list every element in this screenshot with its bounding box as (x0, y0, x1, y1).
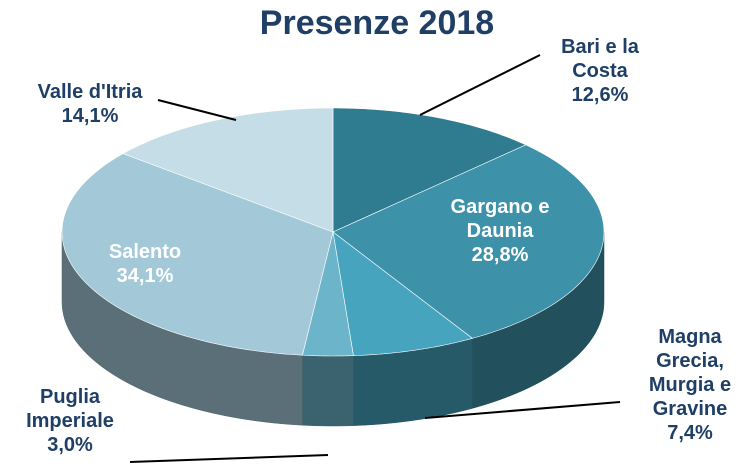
value-label: 7,4% (667, 422, 713, 444)
slice-label: Puglia Imperiale 3,0% (10, 385, 130, 457)
category-label: Valle d'Itria (37, 81, 143, 103)
leader-line (129, 454, 329, 463)
slice (332, 107, 527, 233)
value-label: 28,8% (471, 244, 529, 266)
slice-label: Gargano e Daunia 28,8% (425, 195, 575, 267)
category-label: Salento (108, 241, 182, 263)
slice (302, 231, 354, 357)
category-label: Gargano e Daunia (450, 196, 550, 242)
category-label: Puglia Imperiale (26, 386, 114, 432)
slice (332, 144, 605, 339)
value-label: 34,1% (116, 265, 174, 287)
slice-label: Magna Grecia, Murgia e Gravine 7,4% (630, 325, 750, 445)
leader-line (157, 99, 237, 121)
slice (332, 231, 474, 356)
slice (61, 153, 334, 356)
value-label: 3,0% (47, 434, 93, 456)
value-label: 12,6% (571, 84, 629, 106)
value-label: 14,1% (61, 105, 119, 127)
slice-side (302, 354, 354, 427)
slice-label: Bari e la Costa 12,6% (540, 35, 660, 107)
category-label: Bari e la Costa (561, 36, 639, 82)
slice-label: Salento 34,1% (70, 240, 220, 288)
slice (122, 107, 334, 233)
chart-title: Presenze 2018 (259, 4, 495, 42)
slice-label: Valle d'Itria 14,1% (5, 80, 175, 128)
leader-line (419, 54, 541, 116)
leader-line (424, 401, 621, 419)
category-label: Magna Grecia, Murgia e Gravine (648, 326, 732, 420)
